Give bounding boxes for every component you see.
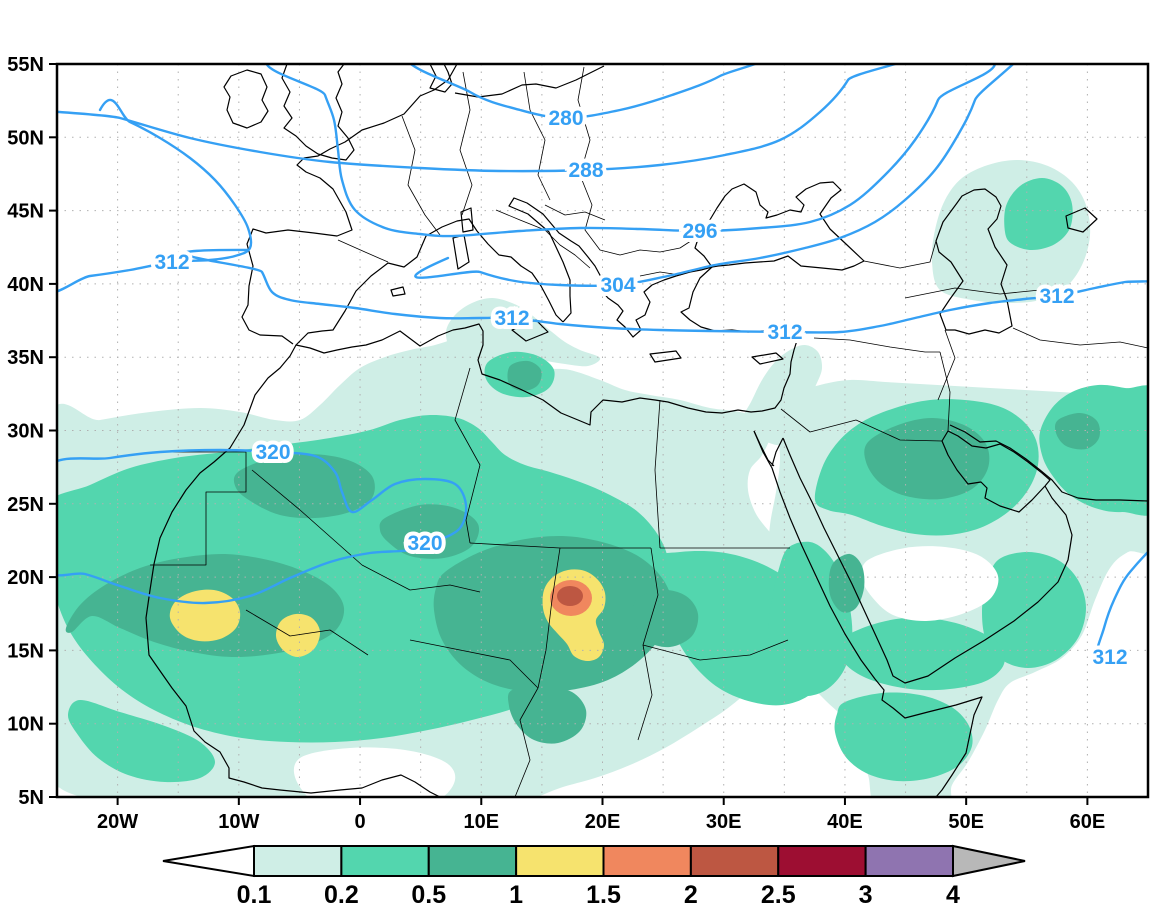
svg-text:55N: 55N [7,54,44,76]
svg-text:4: 4 [946,881,960,907]
svg-text:2: 2 [684,881,698,907]
svg-text:3: 3 [859,881,873,907]
svg-text:25N: 25N [7,494,44,516]
svg-text:288: 288 [568,159,603,182]
svg-text:20W: 20W [97,811,138,833]
svg-text:40E: 40E [827,811,863,833]
svg-text:45N: 45N [7,201,44,223]
svg-text:320: 320 [255,441,290,464]
svg-text:50E: 50E [948,811,984,833]
axes: 55N 50N 45N 40N 35N 30N 25N 20N 15N 10N 5N 20W 10W 0 1… [7,54,1105,833]
svg-text:15N: 15N [7,640,44,662]
colorbar: 0.1 0.2 0.5 1 1.5 2 2.5 3 4 [162,844,1026,907]
svg-text:30E: 30E [706,811,742,833]
svg-text:312: 312 [154,251,189,274]
map-layers: 280 288 296 304 312 312 312 312 312 320 320 [57,64,1148,797]
svg-text:2.5: 2.5 [761,881,796,907]
svg-text:1: 1 [509,881,523,907]
geopotential-contours [57,64,1148,655]
svg-text:10E: 10E [463,811,499,833]
svg-text:10W: 10W [218,811,259,833]
svg-text:0.5: 0.5 [411,881,446,907]
lon-axis-labels: 20W 10W 0 10E 20E 30E 40E 50E 60E [97,811,1105,833]
svg-text:1.5: 1.5 [586,881,621,907]
svg-text:20E: 20E [585,811,621,833]
colorbar-labels: 0.1 0.2 0.5 1 1.5 2 2.5 3 4 [237,881,960,907]
svg-text:320: 320 [407,532,442,555]
geopotential-contour-labels: 280 288 296 304 312 312 312 312 312 320 320 [150,103,1131,673]
svg-text:0: 0 [354,811,365,833]
svg-text:280: 280 [548,107,583,130]
svg-text:5N: 5N [18,787,44,809]
svg-text:0.1: 0.1 [237,881,272,907]
svg-text:304: 304 [600,274,635,297]
svg-text:312: 312 [1039,285,1074,308]
dust-maximum-core [557,586,583,606]
svg-text:50N: 50N [7,127,44,149]
svg-text:0.2: 0.2 [324,881,359,907]
svg-text:20N: 20N [7,567,44,589]
svg-text:312: 312 [1092,646,1127,669]
lat-axis-labels: 55N 50N 45N 40N 35N 30N 25N 20N 15N 10N 5N [7,54,44,809]
coastlines [145,64,1148,797]
svg-text:40N: 40N [7,274,44,296]
svg-text:60E: 60E [1070,811,1106,833]
dust-load-fill-layer [57,159,1148,797]
svg-text:30N: 30N [7,421,44,443]
svg-text:312: 312 [767,321,802,344]
country-borders [150,66,1148,797]
svg-text:35N: 35N [7,347,44,369]
svg-text:296: 296 [682,220,717,243]
svg-text:312: 312 [494,307,529,330]
svg-text:10N: 10N [7,714,44,736]
